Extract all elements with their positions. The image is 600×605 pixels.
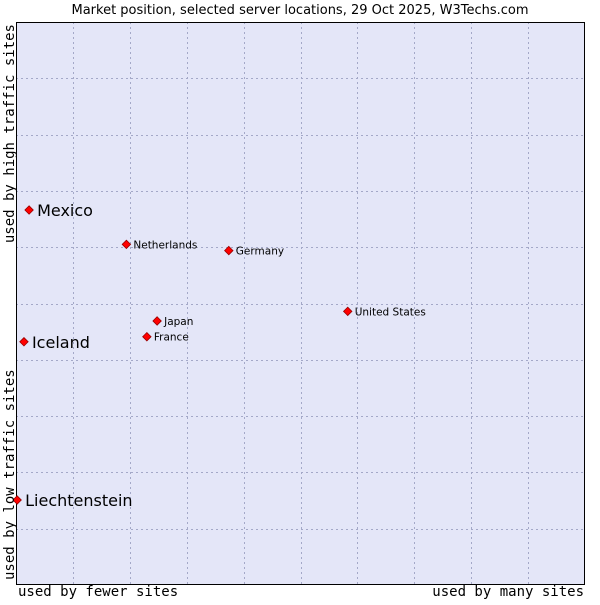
point-label: Netherlands (133, 239, 197, 251)
x-axis-label-right: used by many sites (432, 584, 584, 600)
y-axis-label-top: used by high traffic sites (2, 24, 18, 243)
point-label: Liechtenstein (25, 491, 132, 510)
data-point-iceland[interactable]: Iceland (19, 333, 90, 352)
point-marker[interactable] (12, 495, 22, 505)
point-label: Mexico (37, 201, 93, 220)
data-point-germany[interactable]: Germany (224, 245, 284, 258)
grid-lines (16, 22, 585, 585)
plot-border (16, 22, 585, 585)
point-label: United States (355, 306, 426, 318)
point-marker[interactable] (152, 316, 162, 326)
data-point-france[interactable]: France (142, 331, 189, 344)
y-axis-label-bottom: used by low traffic sites (2, 369, 18, 580)
point-marker[interactable] (342, 306, 353, 317)
point-label: France (154, 332, 189, 344)
data-point-united-states[interactable]: United States (342, 306, 426, 318)
data-point-liechtenstein[interactable]: Liechtenstein (12, 491, 133, 510)
x-axis-label-left: used by fewer sites (18, 584, 178, 600)
data-points: Mexico Netherlands Germany United States Jap… (12, 201, 426, 510)
point-label: Iceland (32, 333, 90, 352)
point-label: Japan (163, 316, 193, 328)
data-point-japan[interactable]: Japan (152, 316, 193, 328)
point-marker[interactable] (24, 205, 34, 215)
point-marker[interactable] (19, 337, 29, 347)
data-point-netherlands[interactable]: Netherlands (121, 239, 197, 251)
point-marker[interactable] (121, 239, 132, 250)
point-marker[interactable] (224, 245, 234, 256)
data-point-mexico[interactable]: Mexico (24, 201, 93, 220)
point-marker[interactable] (142, 331, 152, 342)
plot-area (16, 22, 585, 585)
chart-title: Market position, selected server locatio… (71, 3, 528, 18)
point-label: Germany (236, 246, 284, 258)
